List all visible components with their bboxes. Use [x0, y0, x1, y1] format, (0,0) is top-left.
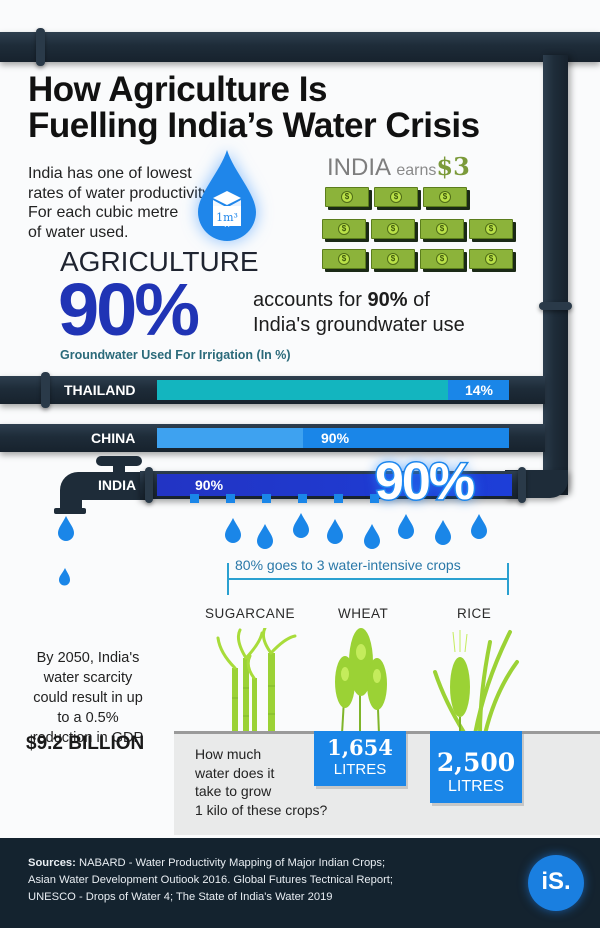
money-bills: $ $ $ $ $ $ $ $ $ $ $	[322, 187, 513, 269]
gdp-statement: By 2050, India's water scarcity could re…	[32, 650, 144, 746]
page-title: How Agriculture Is Fuelling India’s Wate…	[28, 70, 480, 145]
svg-text:1m³: 1m³	[216, 211, 238, 224]
faucet-stem	[113, 464, 125, 474]
dollar-bill-icon: $	[423, 187, 467, 207]
bar-value-india: 90%	[195, 477, 224, 493]
faucet-handle	[96, 456, 142, 466]
pipe-joint	[518, 467, 526, 503]
dollar-bill-icon: $	[420, 219, 464, 239]
crops-bracket-label: 80% goes to 3 water-intensive crops	[235, 557, 461, 573]
sources-text: Sources: NABARD - Water Productivity Map…	[28, 857, 394, 903]
pipe-joint	[41, 372, 50, 408]
highlight-percent: 90%	[373, 452, 476, 513]
dollar-bill-icon: $	[469, 219, 513, 239]
intro-text: India has one of lowest rates of water p…	[28, 165, 211, 241]
water-question: How much water does it take to grow 1 ki…	[195, 746, 328, 818]
bar-china: 90%	[157, 428, 509, 448]
water-drops	[58, 513, 487, 586]
bar-value-thailand: 14%	[464, 382, 493, 398]
footer	[0, 838, 600, 928]
right-pipe	[543, 55, 568, 495]
sugarcane-icon	[216, 628, 297, 733]
crops-bracket	[227, 563, 509, 595]
crop-name-wheat: WHEAT	[338, 606, 389, 621]
gdp-amount: $9.2 BILLION	[26, 733, 145, 754]
bar-label-india: INDIA	[98, 477, 137, 493]
pipe-joint	[539, 302, 572, 310]
bar-value-china: 90%	[321, 430, 350, 446]
dollar-bill-icon: $	[469, 249, 513, 269]
india-earns-heading: INDIA earns$3	[327, 152, 470, 181]
faucet-spout	[60, 490, 82, 508]
leak-holes	[190, 494, 390, 504]
chart-title: Groundwater Used For Irrigation (In %)	[60, 348, 291, 362]
pipe-joint	[36, 28, 45, 66]
wheat-litres-box: 1,654 LITRES	[314, 731, 406, 786]
bar-label-thailand: THAILAND	[64, 382, 136, 398]
faucet-lip	[54, 508, 86, 514]
agriculture-big-percent: 90%	[58, 268, 200, 351]
dollar-bill-icon: $	[371, 219, 415, 239]
dollar-bill-icon: $	[325, 187, 369, 207]
bar-label-china: CHINA	[91, 430, 136, 446]
bar-thailand: 14%	[157, 380, 509, 400]
rice-litres-box: 2,500 LITRES	[430, 731, 522, 803]
pipe-joint	[145, 467, 153, 503]
water-drop-cube-icon: 1m³	[198, 150, 256, 241]
dollar-bill-icon: $	[420, 249, 464, 269]
dollar-bill-icon: $	[374, 187, 418, 207]
brand-logo[interactable]: iS.	[528, 855, 584, 911]
rice-icon	[433, 630, 519, 734]
agriculture-description: accounts for 90% of India's groundwater …	[253, 289, 465, 336]
crop-name-sugarcane: SUGARCANE	[205, 606, 296, 621]
crop-name-rice: RICE	[457, 606, 492, 621]
dollar-bill-icon: $	[371, 249, 415, 269]
wheat-icon	[335, 628, 387, 734]
bar-india: 90%	[157, 474, 512, 496]
agriculture-label: AGRICULTURE	[60, 246, 259, 277]
dollar-bill-icon: $	[322, 249, 366, 269]
top-pipe	[0, 32, 600, 62]
dollar-bill-icon: $	[322, 219, 366, 239]
